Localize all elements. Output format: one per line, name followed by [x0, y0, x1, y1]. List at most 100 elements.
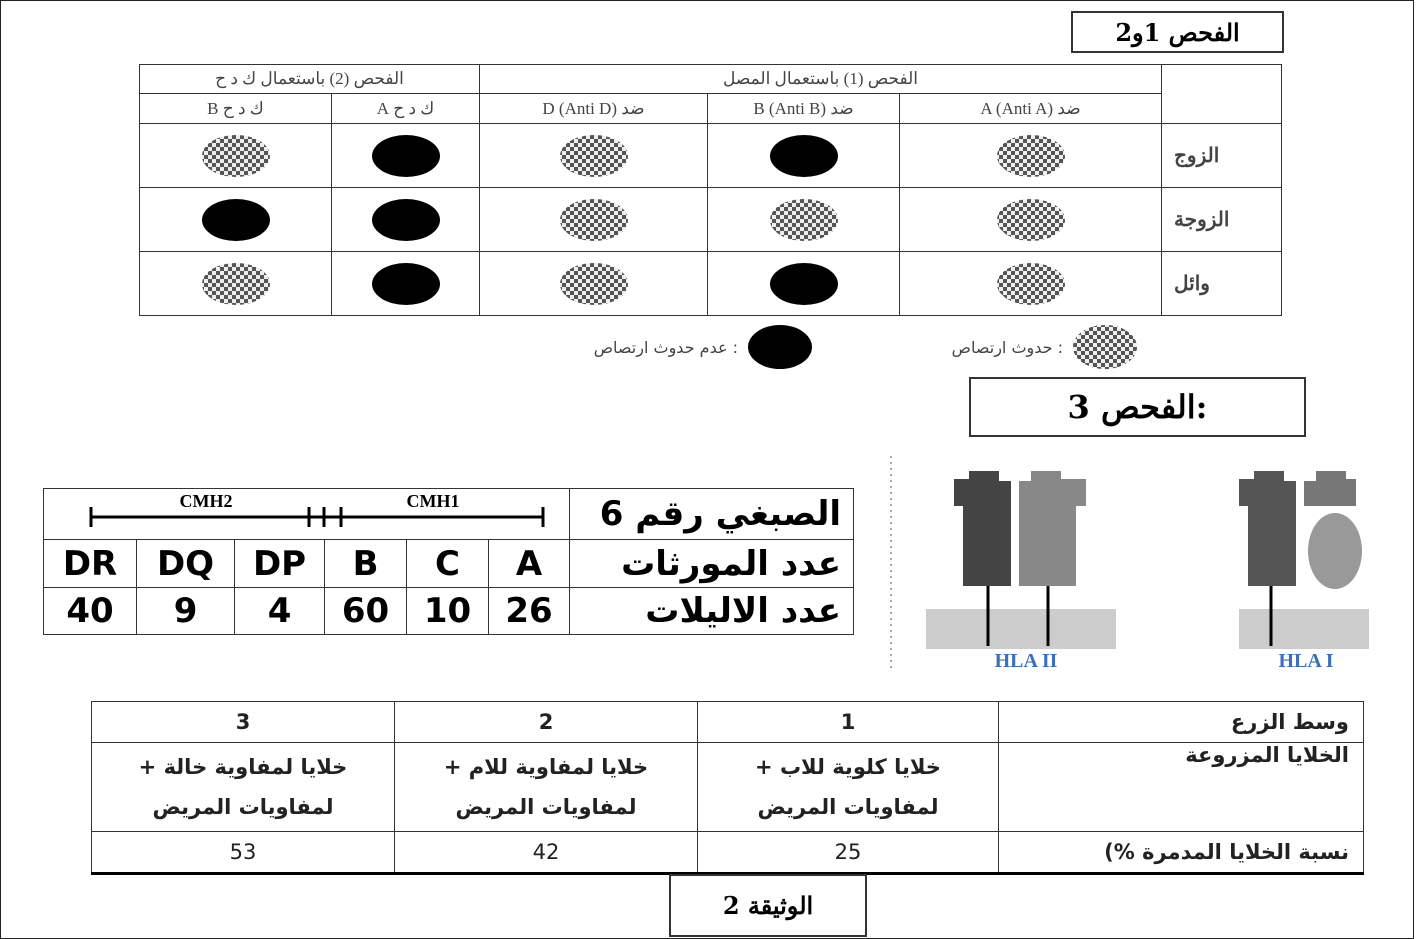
region-label: CMH1 [407, 491, 460, 511]
no-agglutination-symbol [769, 134, 838, 177]
row-label: وائل [1161, 251, 1282, 316]
agglutination-symbol [559, 134, 628, 177]
symbol-svg [559, 262, 628, 305]
genes-row: عدد المورثات A C B DP DQ DR [42, 539, 855, 588]
row-label: الصبغي رقم 6 [569, 488, 855, 540]
result-cell [899, 187, 1162, 252]
row-label: وسط الزرع [998, 701, 1364, 743]
cmh-cell: CMH1 CMH2 [42, 488, 571, 540]
column-header: ك د ح A [331, 93, 480, 124]
result-cell [139, 123, 332, 188]
agglutination-symbol [996, 134, 1065, 177]
result-cell [331, 123, 480, 188]
gene-cell: A [488, 539, 571, 588]
symbol-svg [996, 134, 1065, 177]
symbol-svg [201, 262, 270, 305]
agglutination-symbol [559, 198, 628, 241]
agglutination-symbol [201, 262, 270, 305]
result-cell [479, 187, 708, 252]
row-label: الخلايا المزروعة [998, 742, 1364, 832]
agglutination-symbol [769, 198, 838, 241]
row-label: الزوج [1161, 123, 1282, 188]
hla-table: الصبغي رقم 6 CMH1 CMH2 عدد المورثات A C B DP DQ D… [42, 488, 855, 635]
allele-cell: 9 [136, 587, 236, 635]
person-row: وائل [139, 251, 1282, 316]
symbol-svg [201, 134, 270, 177]
column-header: ك د ح B [139, 93, 332, 124]
symbol-svg [996, 198, 1065, 241]
result-cell [331, 251, 480, 316]
no-agglutination-symbol [371, 198, 440, 241]
symbol-svg [371, 134, 440, 177]
row-label: الزوجة [1161, 187, 1282, 252]
blood-test-table: الفحص (1) باستعمال المصل الفحص (2) باستعم… [139, 64, 1282, 316]
allele-cell: 60 [324, 587, 408, 635]
culture-row: وسط الزرع 1 2 3 [91, 701, 1364, 743]
culture-cell: 42 [394, 831, 698, 875]
culture-cell: 2 [394, 701, 698, 743]
culture-cell: خلايا لمفاوية للام + لمفاويات المريض [394, 742, 698, 832]
culture-cell: 3 [91, 701, 395, 743]
symbol-svg [559, 198, 628, 241]
group-header: الفحص (2) باستعمال ك د ح [139, 64, 480, 94]
culture-cell: 1 [697, 701, 999, 743]
title-box: الفحص 1و2 [1071, 11, 1284, 53]
result-cell [479, 123, 708, 188]
result-cell [707, 251, 900, 316]
cmh-map: CMH1 CMH2 [89, 491, 545, 527]
result-cell [899, 251, 1162, 316]
no-agglutination-symbol [769, 262, 838, 305]
no-agglutination-symbol [371, 262, 440, 305]
symbol-svg [371, 198, 440, 241]
agglutination-symbol [1073, 325, 1137, 369]
gene-cell: DP [234, 539, 326, 588]
symbol-svg [769, 134, 838, 177]
result-cell [707, 123, 900, 188]
culture-cell: 53 [91, 831, 395, 875]
legend-item: : حدوث ارتصاص [952, 323, 1141, 371]
result-cell [707, 187, 900, 252]
row-label: عدد الاليلات [569, 587, 855, 635]
symbol-svg [769, 262, 838, 305]
chromosome-row: الصبغي رقم 6 CMH1 CMH2 [42, 488, 855, 540]
no-agglutination-symbol [371, 134, 440, 177]
legend-item: : عدم حدوث ارتصاص [594, 323, 816, 371]
subheader-row: ضد A (Anti A) ضد B (Anti B) ضد D (Anti D) ك… [139, 93, 1282, 124]
result-cell [139, 187, 332, 252]
gene-cell: B [324, 539, 408, 588]
corner-cell [1161, 64, 1282, 124]
allele-cell: 40 [42, 587, 138, 635]
agglutination-symbol [996, 262, 1065, 305]
symbol-svg [559, 134, 628, 177]
header-row: الفحص (1) باستعمال المصل الفحص (2) باستعم… [139, 64, 1282, 124]
symbol-svg [769, 198, 838, 241]
no-agglutination-symbol [748, 325, 812, 369]
region-label: CMH2 [180, 491, 233, 511]
agglutination-symbol [559, 262, 628, 305]
symbol-svg [1073, 325, 1137, 369]
gene-cell: DR [42, 539, 138, 588]
allele-cell: 26 [488, 587, 571, 635]
culture-row: الخلايا المزروعة خلايا كلوية للاب + لمفاو… [91, 742, 1364, 832]
column-header: ضد B (Anti B) [707, 93, 900, 124]
culture-cell: خلايا لمفاوية خالة + لمفاويات المريض [91, 742, 395, 832]
person-row: الزوج [139, 123, 1282, 188]
agglutination-symbol [201, 134, 270, 177]
result-cell [139, 251, 332, 316]
test3-box: الفحص 3: [969, 377, 1306, 437]
hla2-label: HLA II [995, 650, 1058, 672]
hla2-shape [926, 471, 1116, 649]
result-cell [331, 187, 480, 252]
hla1-label: HLA I [1278, 650, 1333, 672]
alleles-row: عدد الاليلات 26 10 60 4 9 40 [42, 587, 855, 635]
gene-cell: C [406, 539, 490, 588]
symbol-svg [748, 325, 812, 369]
no-agglutination-symbol [201, 198, 270, 241]
symbol-svg [371, 262, 440, 305]
group-header: الفحص (1) باستعمال المصل [479, 64, 1162, 94]
document-label: الوثيقة 2 [669, 874, 867, 937]
allele-cell: 4 [234, 587, 326, 635]
culture-table: وسط الزرع 1 2 3 الخلايا المزروعة خلايا كلوية … [91, 701, 1364, 875]
allele-cell: 10 [406, 587, 490, 635]
